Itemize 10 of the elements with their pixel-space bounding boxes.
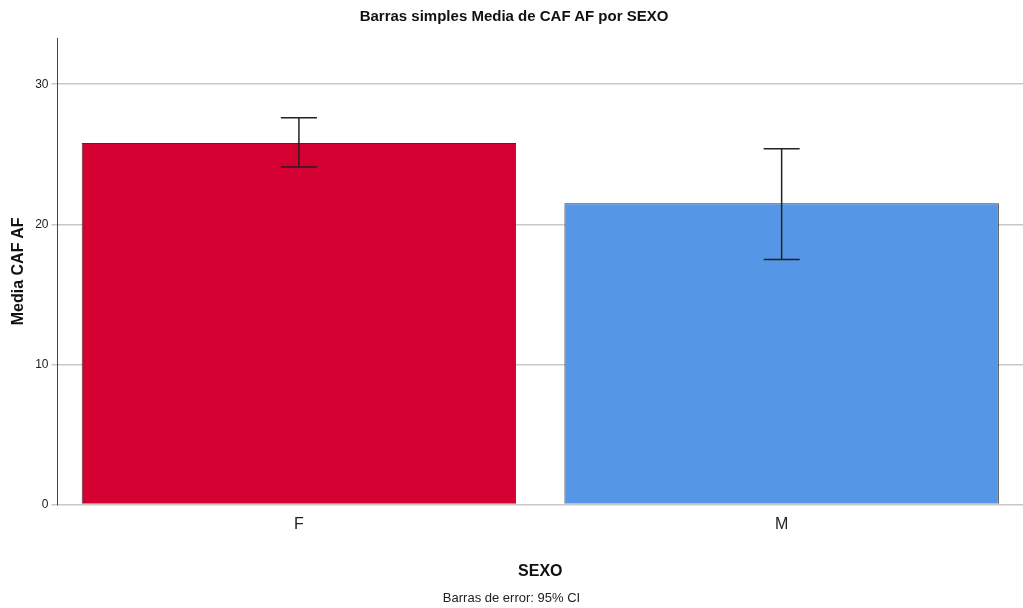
y-tick-label: 10 xyxy=(35,356,49,371)
x-axis-title: SEXO xyxy=(518,561,563,579)
y-tick-label: 0 xyxy=(41,496,49,511)
x-tick-label: M xyxy=(774,514,789,532)
text: Barras de error: 95% CI xyxy=(441,590,582,605)
y-tick-label: 20 xyxy=(35,216,49,231)
chart-title: Barras simples Media de CAF AF por SEXO xyxy=(359,7,669,25)
x-tick-label: F xyxy=(294,514,305,532)
y-tick-label: 30 xyxy=(35,76,49,91)
y-axis-title: Media CAF AF xyxy=(9,217,27,326)
